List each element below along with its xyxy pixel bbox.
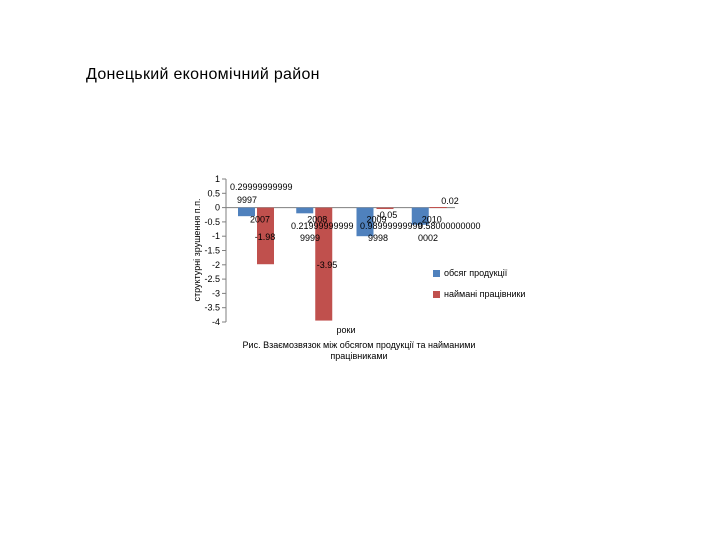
x-category-label: 2009 — [366, 215, 386, 225]
bar-employees-2010 — [429, 207, 447, 209]
x-axis-title: роки — [337, 325, 356, 335]
x-category-label: 2007 — [250, 215, 270, 225]
legend-label: обсяг продукції — [444, 268, 508, 278]
data-label-output: 0.98999999999 9998 — [360, 221, 423, 243]
y-tick-label: -3 — [212, 288, 220, 298]
chart-legend: обсяг продукції наймані працівники — [433, 268, 525, 299]
data-label-employees: -1.98 — [255, 232, 276, 242]
y-tick-label: -0.5 — [204, 217, 220, 227]
y-tick-label: -2.5 — [204, 274, 220, 284]
data-label-output: 0.29999999999 9997 — [230, 182, 293, 205]
data-label-output: 0.58000000000 0002 — [418, 221, 481, 243]
bar-employees-2008 — [315, 207, 333, 321]
chart-data-labels: 2007 2008 2009 2010 0.29999999999 9997 0.21999… — [230, 182, 481, 270]
legend-swatch — [433, 291, 440, 298]
bar-employees-2007 — [257, 207, 274, 265]
y-tick-label: 0 — [215, 203, 220, 213]
bar-output-2007 — [238, 207, 255, 217]
figure-caption: Рис. Взаємозвязок між обсягом продукції … — [242, 340, 476, 361]
y-tick-label: -3.5 — [204, 303, 220, 313]
y-axis-title: структурні зрушення п.п. — [192, 199, 202, 302]
y-tick-label: -4 — [212, 317, 220, 327]
data-label-employees: -3.95 — [317, 260, 338, 270]
bar-output-2010 — [411, 207, 429, 225]
y-tick-label: -2 — [212, 260, 220, 270]
y-tick-label: -1 — [212, 231, 220, 241]
data-label-output: 0.21999999999 9999 — [291, 221, 354, 243]
legend-swatch — [433, 270, 440, 277]
slide-title: Донецький економічний район — [86, 66, 320, 83]
bar-employees-2009 — [376, 207, 394, 210]
chart-bars — [238, 207, 447, 321]
data-label-employees: -0.05 — [377, 210, 398, 220]
legend-label: наймані працівники — [444, 289, 525, 299]
data-label-employees: 0.02 — [441, 196, 459, 206]
y-tick-label: 0.5 — [207, 188, 220, 198]
y-tick-label: -1.5 — [204, 246, 220, 256]
x-category-label: 2008 — [307, 215, 327, 225]
bar-output-2008 — [296, 207, 314, 214]
x-category-label: 2010 — [422, 215, 442, 225]
y-tick-label: 1 — [215, 174, 220, 184]
bar-output-2009 — [356, 207, 374, 237]
